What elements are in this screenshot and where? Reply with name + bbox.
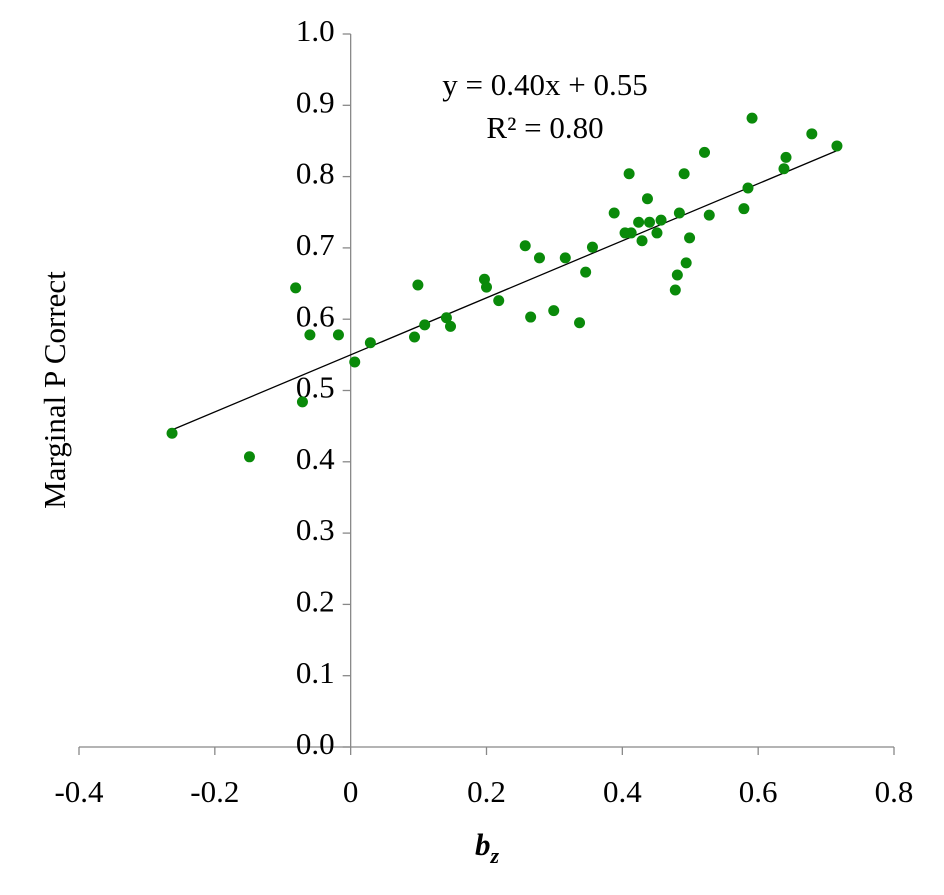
x-tick-label: 0.2 bbox=[467, 774, 506, 809]
scatter-point bbox=[304, 329, 316, 341]
y-tick-label: 0.4 bbox=[296, 441, 335, 476]
scatter-point bbox=[655, 214, 667, 226]
scatter-point bbox=[445, 320, 457, 332]
scatter-point bbox=[574, 317, 586, 329]
scatter-point bbox=[533, 252, 545, 264]
y-axis-label: Marginal P Correct bbox=[37, 271, 72, 509]
scatter-point bbox=[349, 356, 361, 368]
x-tick-label: -0.2 bbox=[190, 774, 239, 809]
scatter-point bbox=[559, 252, 571, 264]
scatter-point bbox=[440, 312, 452, 324]
scatter-point bbox=[636, 235, 648, 247]
scatter-point bbox=[806, 128, 818, 140]
scatter-point bbox=[633, 216, 645, 228]
y-tick-label: 0.1 bbox=[296, 655, 335, 690]
scatter-point bbox=[641, 193, 653, 205]
scatter-point bbox=[296, 396, 308, 408]
scatter-point bbox=[166, 427, 178, 439]
y-tick-label: 0.7 bbox=[296, 227, 335, 262]
scatter-point bbox=[623, 168, 635, 180]
y-tick-label: 0.9 bbox=[296, 84, 335, 119]
scatter-point bbox=[678, 168, 690, 180]
scatter-point bbox=[699, 146, 711, 158]
scatter-point bbox=[684, 232, 696, 244]
x-axis-label: bz bbox=[475, 827, 500, 868]
scatter-point bbox=[586, 241, 598, 253]
scatter-point bbox=[608, 207, 620, 219]
scatter-point bbox=[703, 209, 715, 221]
x-axis-label-subscript: z bbox=[489, 843, 499, 868]
trendline bbox=[171, 150, 838, 431]
x-tick-label: -0.4 bbox=[54, 774, 104, 809]
scatter-point bbox=[778, 163, 790, 175]
scatter-point bbox=[580, 266, 592, 278]
equation-annotation: y = 0.40x + 0.55 bbox=[442, 67, 647, 102]
scatter-point bbox=[481, 281, 492, 293]
scatter-point bbox=[746, 112, 758, 124]
y-tick-label: 1.0 bbox=[296, 13, 335, 48]
scatter-point bbox=[519, 240, 531, 252]
scatter-point bbox=[644, 216, 655, 228]
scatter-point bbox=[680, 257, 692, 269]
x-tick-label: 0.8 bbox=[875, 774, 914, 809]
scatter-point bbox=[243, 451, 255, 463]
scatter-point bbox=[419, 319, 431, 331]
scatter-point bbox=[651, 227, 663, 239]
scatter-point bbox=[364, 337, 376, 349]
x-tick-label: 0.4 bbox=[603, 774, 642, 809]
scatter-point bbox=[332, 329, 344, 341]
scatter-point bbox=[290, 282, 302, 294]
scatter-point bbox=[548, 305, 560, 317]
scatter-point bbox=[412, 279, 424, 291]
scatter-point bbox=[671, 269, 683, 281]
scatter-point bbox=[493, 295, 505, 307]
y-tick-label: 0.8 bbox=[296, 156, 335, 191]
y-tick-label: 0.6 bbox=[296, 298, 335, 333]
x-tick-label: 0 bbox=[343, 774, 359, 809]
scatter-point bbox=[525, 311, 537, 323]
scatter-point bbox=[673, 207, 685, 219]
scatter-point bbox=[831, 140, 843, 152]
y-tick-label: 0.2 bbox=[296, 584, 335, 619]
r-squared-annotation: R² = 0.80 bbox=[486, 110, 603, 145]
y-tick-label: 0.0 bbox=[296, 726, 335, 761]
scatter-point bbox=[742, 182, 754, 194]
scatter-point bbox=[780, 151, 792, 163]
scatter-point bbox=[409, 331, 421, 343]
x-axis-label-main: b bbox=[475, 827, 491, 862]
y-tick-label: 0.3 bbox=[296, 512, 335, 547]
scatter-point bbox=[625, 227, 637, 239]
scatter-point bbox=[669, 284, 681, 296]
x-tick-label: 0.6 bbox=[739, 774, 778, 809]
scatter-point bbox=[738, 203, 750, 215]
